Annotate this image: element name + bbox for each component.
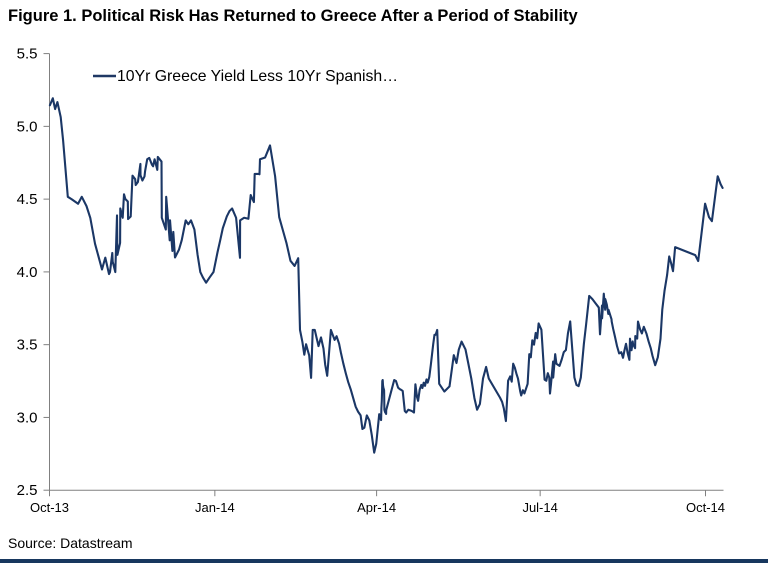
svg-text:5.0: 5.0: [17, 118, 38, 135]
svg-text:Oct-14: Oct-14: [686, 500, 725, 515]
svg-text:Apr-14: Apr-14: [357, 500, 396, 515]
svg-text:3.0: 3.0: [17, 409, 38, 426]
svg-text:3.5: 3.5: [17, 337, 38, 354]
svg-text:Jan-14: Jan-14: [195, 500, 235, 515]
svg-text:10Yr Greece Yield Less 10Yr Sp: 10Yr Greece Yield Less 10Yr Spanish…: [117, 68, 398, 85]
svg-text:2.5: 2.5: [17, 482, 38, 499]
svg-text:Oct-13: Oct-13: [30, 500, 69, 515]
svg-text:4.0: 4.0: [17, 264, 38, 281]
svg-text:Jul-14: Jul-14: [522, 500, 557, 515]
svg-text:4.5: 4.5: [17, 191, 38, 208]
svg-text:5.5: 5.5: [17, 46, 38, 63]
